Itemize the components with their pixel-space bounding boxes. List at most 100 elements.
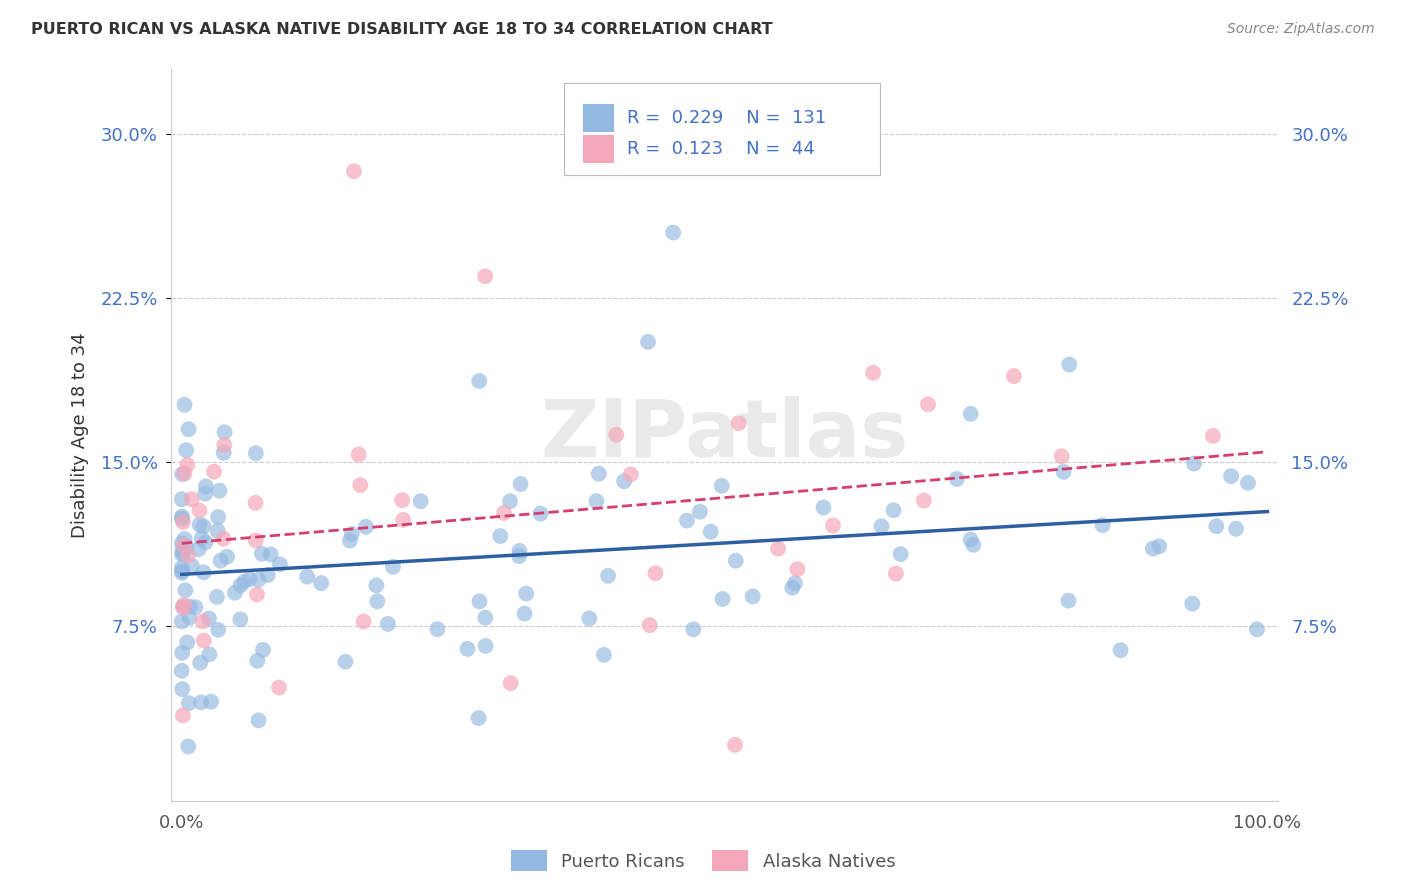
Point bbox=[499, 494, 522, 508]
Point bbox=[366, 594, 388, 608]
Point bbox=[727, 416, 749, 430]
Point bbox=[637, 334, 659, 349]
Point bbox=[193, 633, 215, 648]
Point bbox=[191, 615, 214, 629]
Point bbox=[710, 479, 733, 493]
Point bbox=[1181, 597, 1204, 611]
Point bbox=[593, 648, 616, 662]
Point bbox=[468, 374, 491, 388]
Point bbox=[474, 639, 496, 653]
Point bbox=[349, 478, 371, 492]
Point bbox=[184, 600, 207, 615]
Point bbox=[173, 532, 195, 546]
Point bbox=[508, 544, 530, 558]
Point bbox=[194, 486, 217, 500]
Point bbox=[250, 547, 273, 561]
Point bbox=[188, 503, 211, 517]
Point bbox=[176, 540, 198, 554]
Point bbox=[620, 467, 643, 482]
Point bbox=[190, 695, 212, 709]
Point bbox=[883, 503, 905, 517]
Point bbox=[198, 611, 221, 625]
Point bbox=[247, 714, 270, 728]
Point bbox=[689, 505, 711, 519]
Point bbox=[179, 599, 201, 614]
Point bbox=[468, 594, 491, 608]
Point bbox=[193, 566, 215, 580]
Point bbox=[267, 681, 290, 695]
Point bbox=[180, 558, 202, 573]
Point bbox=[176, 458, 198, 472]
Point bbox=[190, 531, 212, 545]
Point bbox=[1246, 623, 1268, 637]
Text: PUERTO RICAN VS ALASKA NATIVE DISABILITY AGE 18 TO 34 CORRELATION CHART: PUERTO RICAN VS ALASKA NATIVE DISABILITY… bbox=[31, 22, 772, 37]
Point bbox=[1109, 643, 1132, 657]
Point bbox=[741, 590, 763, 604]
Point bbox=[499, 676, 522, 690]
Text: R =  0.123    N =  44: R = 0.123 N = 44 bbox=[627, 140, 815, 158]
Point bbox=[638, 618, 661, 632]
Point bbox=[340, 527, 363, 541]
Point bbox=[269, 558, 291, 572]
Point bbox=[177, 549, 200, 563]
Point bbox=[596, 569, 619, 583]
Point bbox=[711, 591, 734, 606]
Point bbox=[172, 682, 194, 697]
Point bbox=[170, 664, 193, 678]
Point bbox=[391, 493, 413, 508]
Point bbox=[1142, 541, 1164, 556]
Point bbox=[474, 269, 496, 284]
Point bbox=[229, 578, 252, 592]
Point bbox=[912, 493, 935, 508]
Point bbox=[409, 494, 432, 508]
Point bbox=[962, 538, 984, 552]
Point bbox=[172, 599, 194, 614]
Point bbox=[209, 554, 232, 568]
Point bbox=[170, 547, 193, 561]
Point bbox=[724, 738, 747, 752]
Point bbox=[233, 574, 256, 589]
Point bbox=[1052, 465, 1074, 479]
Point bbox=[172, 515, 194, 529]
Point bbox=[170, 492, 193, 507]
Point bbox=[252, 643, 274, 657]
Point bbox=[309, 576, 332, 591]
Point bbox=[173, 538, 195, 552]
Point bbox=[381, 559, 404, 574]
Point bbox=[198, 648, 221, 662]
Point bbox=[1147, 539, 1170, 553]
Point bbox=[354, 520, 377, 534]
Point bbox=[377, 616, 399, 631]
Point bbox=[177, 696, 200, 710]
Point bbox=[426, 622, 449, 636]
Point bbox=[508, 549, 530, 563]
Point bbox=[256, 568, 278, 582]
Point bbox=[1182, 457, 1205, 471]
Point bbox=[515, 586, 537, 600]
Point bbox=[173, 546, 195, 560]
Point bbox=[229, 612, 252, 626]
Text: ZIPatlas: ZIPatlas bbox=[540, 396, 908, 474]
Point bbox=[1057, 593, 1080, 607]
FancyBboxPatch shape bbox=[583, 103, 614, 131]
Point bbox=[170, 615, 193, 629]
Point bbox=[862, 366, 884, 380]
Point bbox=[200, 695, 222, 709]
Point bbox=[207, 510, 229, 524]
Point bbox=[870, 519, 893, 533]
Point bbox=[245, 533, 267, 548]
Point bbox=[177, 422, 200, 436]
Point bbox=[456, 641, 478, 656]
Point bbox=[1205, 519, 1227, 533]
Text: Source: ZipAtlas.com: Source: ZipAtlas.com bbox=[1227, 22, 1375, 37]
Point bbox=[246, 654, 269, 668]
Point bbox=[173, 598, 195, 612]
Point bbox=[676, 514, 699, 528]
Point bbox=[173, 398, 195, 412]
Point bbox=[170, 566, 193, 580]
Point bbox=[492, 506, 515, 520]
Point bbox=[724, 554, 747, 568]
Point bbox=[1220, 469, 1243, 483]
Point bbox=[353, 615, 375, 629]
Point bbox=[1225, 522, 1247, 536]
